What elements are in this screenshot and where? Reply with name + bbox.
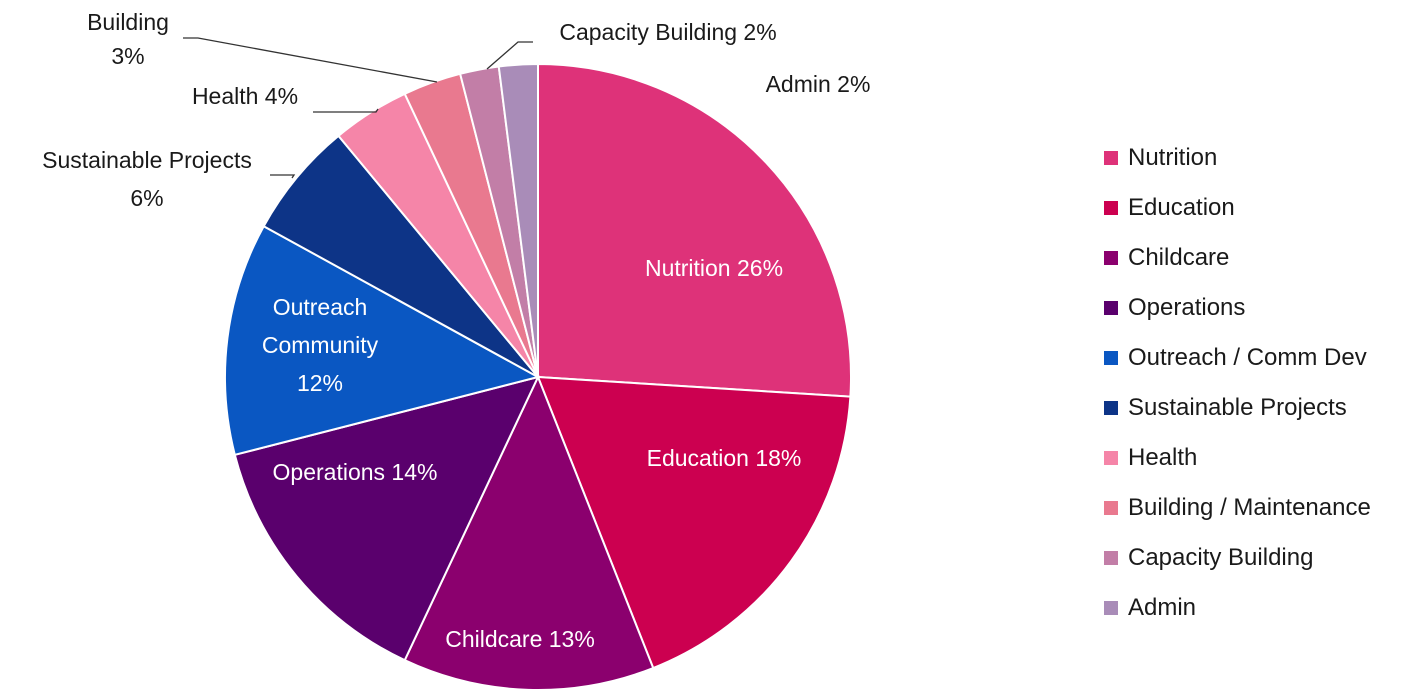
- legend-item-operations: Operations: [1104, 283, 1371, 333]
- data-label-line: Outreach: [273, 294, 368, 320]
- legend-label: Health: [1128, 444, 1198, 471]
- legend-label: Admin: [1128, 594, 1197, 621]
- legend-item-nutrition: Nutrition: [1104, 133, 1371, 183]
- legend-item-sustainable-projects: Sustainable Projects: [1104, 383, 1371, 433]
- data-label-building-maintenance: Building 3%: [87, 9, 169, 69]
- data-label-line: Education 18%: [647, 445, 802, 471]
- legend-swatch: [1104, 201, 1118, 215]
- leader-line-building-maintenance: [183, 37, 438, 83]
- data-label-line: Admin 2%: [766, 71, 871, 97]
- data-label-line: Sustainable Projects: [42, 147, 252, 173]
- legend-label: Outreach / Comm Dev: [1128, 344, 1367, 371]
- data-label-line: Nutrition 26%: [645, 255, 783, 281]
- data-label-line: Capacity Building 2%: [559, 19, 776, 45]
- legend: Nutrition Education Childcare Operations Out…: [1104, 133, 1371, 633]
- data-label-capacity-building: Capacity Building 2%: [559, 19, 776, 45]
- data-label-sustainable-projects: Sustainable Projects 6%: [42, 147, 252, 211]
- data-label-line: Community: [262, 332, 379, 358]
- legend-swatch: [1104, 501, 1118, 515]
- legend-swatch: [1104, 151, 1118, 165]
- legend-swatch: [1104, 401, 1118, 415]
- leader-line-health: [313, 108, 379, 113]
- legend-swatch: [1104, 301, 1118, 315]
- legend-label: Sustainable Projects: [1128, 394, 1347, 421]
- legend-swatch: [1104, 551, 1118, 565]
- legend-item-education: Education: [1104, 183, 1371, 233]
- data-label-education: Education 18%: [647, 445, 802, 471]
- legend-item-outreach-comm-dev: Outreach / Comm Dev: [1104, 333, 1371, 383]
- legend-swatch: [1104, 351, 1118, 365]
- data-label-nutrition: Nutrition 26%: [645, 255, 783, 281]
- data-label-outreach-comm-dev: Outreach Community 12%: [262, 294, 379, 396]
- legend-swatch: [1104, 251, 1118, 265]
- legend-item-health: Health: [1104, 433, 1371, 483]
- legend-swatch: [1104, 451, 1118, 465]
- leader-line-sustainable-projects: [270, 174, 296, 179]
- pie-slice-outreach-comm-dev: [224, 224, 541, 457]
- pie-slice-operations: [233, 375, 540, 662]
- data-label-operations: Operations 14%: [273, 459, 438, 485]
- legend-label: Education: [1128, 194, 1235, 221]
- legend-label: Childcare: [1128, 244, 1230, 271]
- pie-slice-childcare: [403, 374, 655, 691]
- data-label-line: Health 4%: [192, 83, 298, 109]
- legend-item-building-maintenance: Building / Maintenance: [1104, 483, 1371, 533]
- data-label-line: Building: [87, 9, 169, 35]
- data-label-childcare: Childcare 13%: [445, 626, 595, 652]
- legend-item-admin: Admin: [1104, 583, 1371, 633]
- pie-slice-nutrition: [537, 62, 852, 398]
- legend-label: Nutrition: [1128, 144, 1218, 171]
- pie-slice-education: [536, 375, 852, 670]
- legend-item-capacity-building: Capacity Building: [1104, 533, 1371, 583]
- data-label-line: 3%: [111, 43, 144, 69]
- legend-swatch: [1104, 601, 1118, 615]
- pie-slice-sustainable-projects: [262, 134, 539, 378]
- pie-slice-admin: [497, 62, 539, 378]
- data-label-line: 12%: [297, 370, 343, 396]
- leader-line-capacity-building: [486, 41, 533, 70]
- data-label-line: Operations 14%: [273, 459, 438, 485]
- data-label-line: 6%: [130, 185, 163, 211]
- legend-label: Building / Maintenance: [1128, 494, 1371, 521]
- legend-item-childcare: Childcare: [1104, 233, 1371, 283]
- data-label-line: Childcare 13%: [445, 626, 595, 652]
- legend-label: Capacity Building: [1128, 544, 1314, 571]
- data-label-admin: Admin 2%: [766, 71, 871, 97]
- legend-label: Operations: [1128, 294, 1246, 321]
- data-label-health: Health 4%: [192, 83, 298, 109]
